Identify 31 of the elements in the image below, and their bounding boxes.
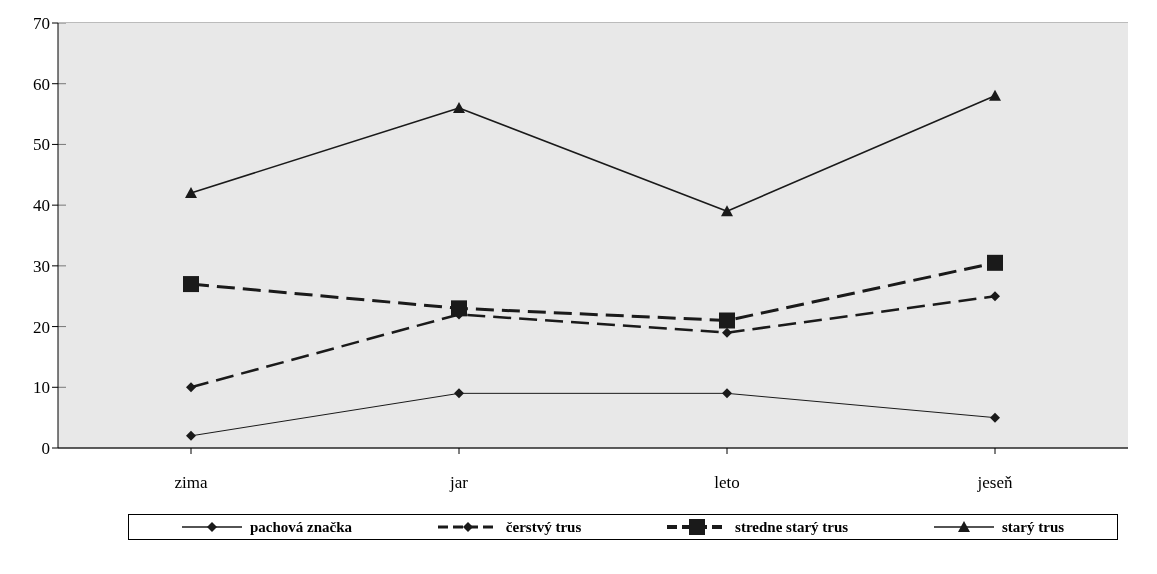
y-tick-label: 20 — [33, 317, 50, 337]
legend-label: čerstvý trus — [505, 518, 582, 536]
point — [183, 276, 199, 293]
y-tick-label: 10 — [33, 378, 50, 398]
point — [990, 291, 1000, 302]
point — [451, 300, 467, 317]
point — [989, 89, 1001, 101]
legend-label: pachová značka — [249, 518, 353, 536]
legend-label: stredne starý trus — [735, 518, 849, 536]
point — [719, 312, 735, 329]
point — [454, 388, 464, 399]
point — [186, 430, 196, 441]
point — [453, 102, 465, 113]
x-tick-label: zima — [174, 473, 208, 493]
point — [721, 205, 733, 217]
x-tick-label: jeseň — [976, 473, 1013, 493]
y-tick-label: 60 — [33, 74, 50, 94]
y-tick-label: 40 — [33, 196, 50, 216]
y-tick-label: 70 — [33, 14, 50, 34]
point — [990, 412, 1000, 423]
point — [186, 382, 196, 393]
point — [722, 388, 732, 399]
point — [185, 187, 197, 198]
y-tick-label: 30 — [33, 256, 50, 276]
x-tick-label: leto — [714, 473, 740, 493]
point — [722, 327, 732, 338]
y-tick-label: 50 — [33, 135, 50, 155]
point — [987, 254, 1003, 271]
legend-label: starý trus — [1001, 518, 1065, 536]
y-tick-label: 0 — [41, 439, 50, 459]
x-tick-label: jar — [449, 473, 469, 493]
